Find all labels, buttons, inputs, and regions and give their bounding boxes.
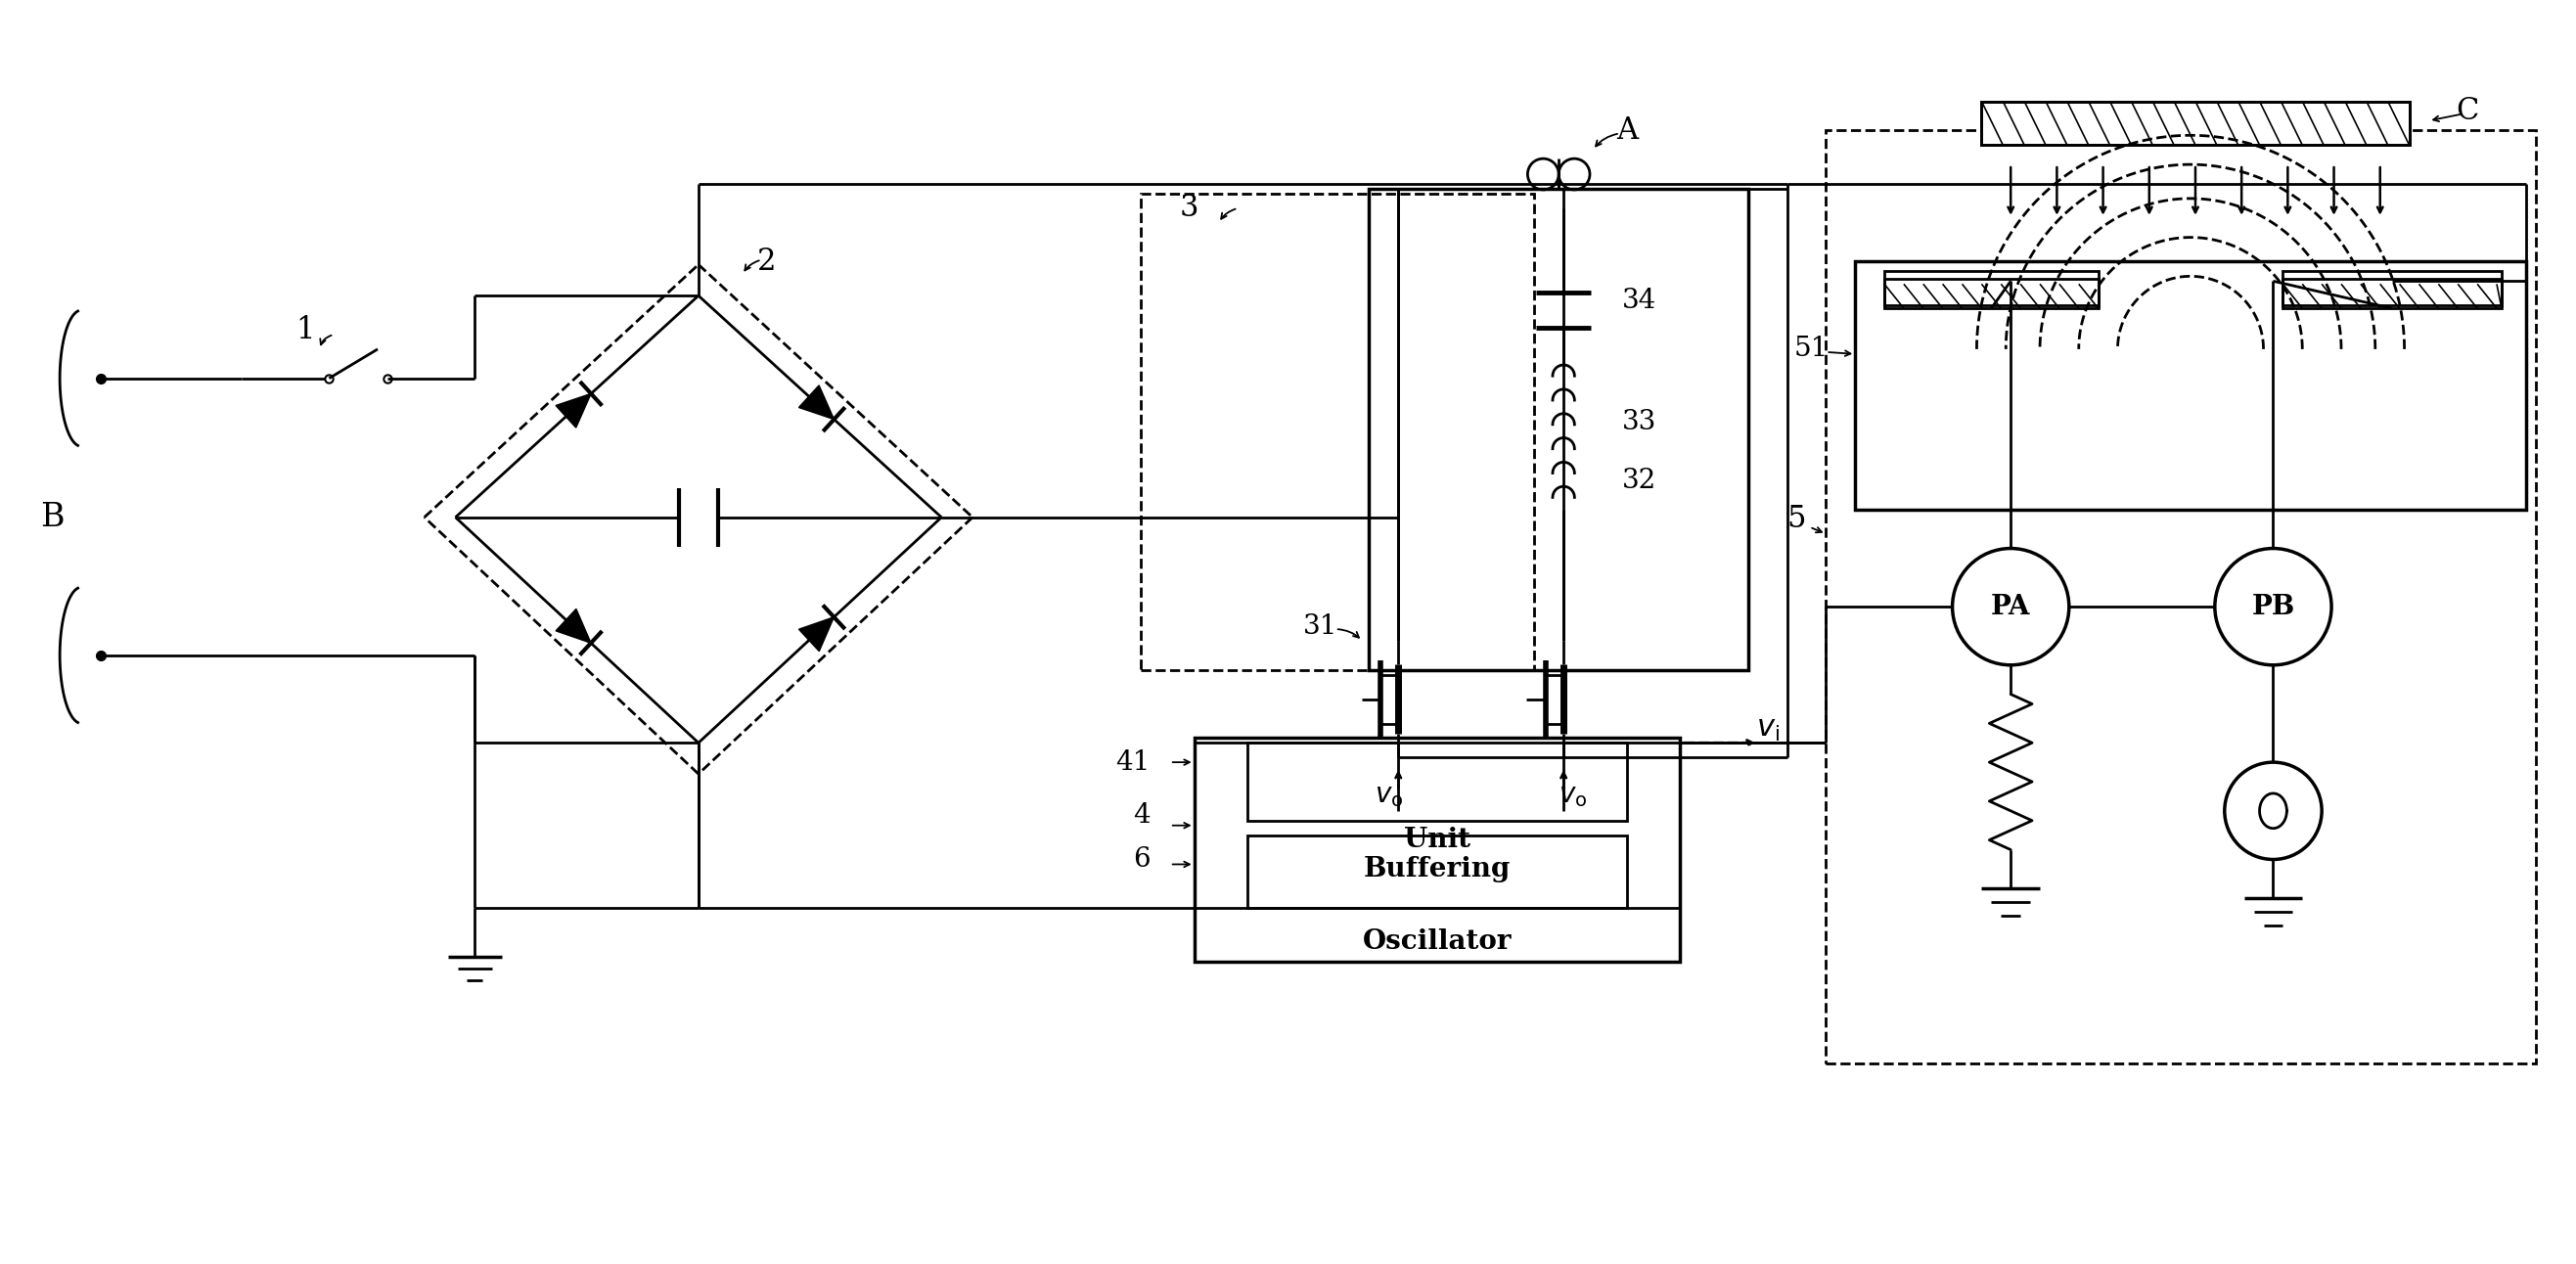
Polygon shape — [556, 393, 590, 427]
Text: Oscillator: Oscillator — [1363, 929, 1512, 956]
Text: $v_{\rm o}$: $v_{\rm o}$ — [1373, 784, 1404, 809]
Text: 2: 2 — [757, 246, 775, 277]
Bar — [1247, 743, 1628, 820]
Bar — [1141, 193, 1535, 670]
Text: 4: 4 — [1133, 803, 1151, 829]
Text: 1: 1 — [296, 315, 314, 345]
Text: 3: 3 — [1180, 193, 1198, 224]
Bar — [1826, 130, 2535, 1063]
Polygon shape — [799, 617, 835, 651]
Text: 33: 33 — [1623, 408, 1656, 435]
Text: C: C — [2455, 96, 2478, 126]
Text: Buffering: Buffering — [1363, 856, 1510, 882]
Text: PA: PA — [1991, 594, 2030, 619]
Text: 5: 5 — [1788, 504, 1806, 535]
Text: 31: 31 — [1303, 613, 1337, 640]
Text: PB: PB — [2251, 594, 2295, 619]
Bar — [2282, 272, 2501, 306]
Text: 51: 51 — [1793, 336, 1829, 363]
Bar — [1981, 101, 2409, 145]
Text: $v_{\rm o}$: $v_{\rm o}$ — [1558, 784, 1587, 809]
Bar — [2282, 279, 2501, 308]
Text: B: B — [41, 502, 64, 533]
Text: A: A — [1615, 115, 1638, 145]
Bar — [1886, 272, 2099, 306]
Text: Unit: Unit — [1404, 827, 1471, 853]
Text: 34: 34 — [1623, 287, 1656, 313]
Text: 41: 41 — [1115, 750, 1151, 775]
Bar — [1247, 836, 1628, 908]
Bar — [1855, 262, 2527, 509]
Polygon shape — [799, 386, 835, 420]
Bar — [1886, 279, 2099, 308]
Text: $v_{\rm i}$: $v_{\rm i}$ — [1757, 713, 1780, 743]
Bar — [1981, 101, 2409, 145]
Polygon shape — [556, 609, 590, 643]
Text: 32: 32 — [1623, 468, 1656, 493]
Bar — [1195, 738, 1680, 962]
Bar — [1370, 188, 1749, 670]
Text: 6: 6 — [1133, 846, 1151, 872]
